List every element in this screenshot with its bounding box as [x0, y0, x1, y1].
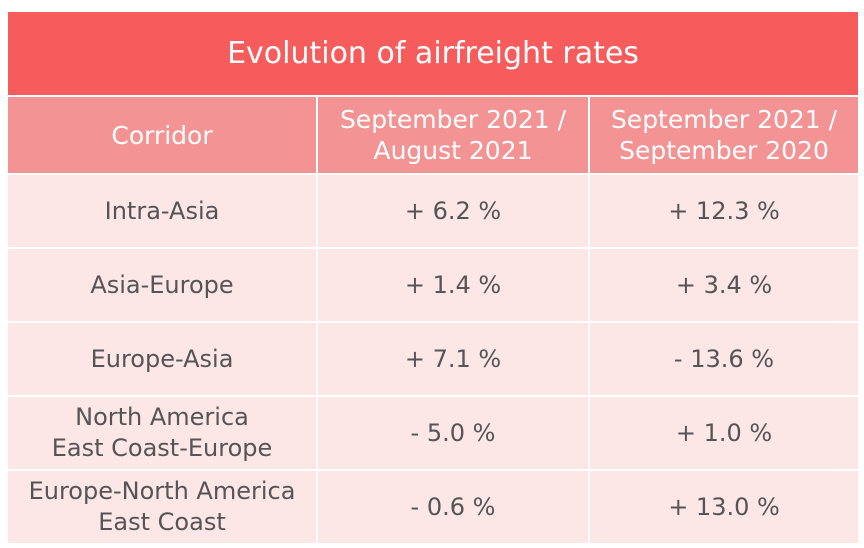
rate-cell: + 6.2 %: [318, 175, 588, 247]
table-grid: Corridor September 2021 / August 2021 Sept…: [8, 97, 858, 543]
corridor-cell: Europe-North America East Coast: [8, 471, 316, 543]
corridor-cell: Europe-Asia: [8, 323, 316, 395]
rate-cell: + 1.0 %: [590, 397, 858, 469]
table: Evolution of airfreight rates Corridor Se…: [8, 12, 858, 543]
rate-cell: + 1.4 %: [318, 249, 588, 321]
corridor-cell: Asia-Europe: [8, 249, 316, 321]
header-cell: Corridor: [8, 97, 316, 173]
rate-cell: + 12.3 %: [590, 175, 858, 247]
table-title: Evolution of airfreight rates: [8, 12, 858, 95]
rate-cell: + 7.1 %: [318, 323, 588, 395]
rate-cell: - 13.6 %: [590, 323, 858, 395]
corridor-cell: Intra-Asia: [8, 175, 316, 247]
rate-cell: + 3.4 %: [590, 249, 858, 321]
rate-cell: - 5.0 %: [318, 397, 588, 469]
header-cell: September 2021 / August 2021: [318, 97, 588, 173]
corridor-cell: North America East Coast-Europe: [8, 397, 316, 469]
rate-cell: + 13.0 %: [590, 471, 858, 543]
header-cell: September 2021 / September 2020: [590, 97, 858, 173]
rate-cell: - 0.6 %: [318, 471, 588, 543]
